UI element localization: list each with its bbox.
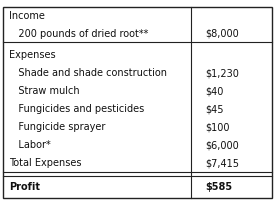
Text: $40: $40 — [205, 86, 223, 96]
Text: Fungicides and pesticides: Fungicides and pesticides — [9, 104, 144, 114]
Text: $1,230: $1,230 — [205, 68, 239, 78]
Text: Profit: Profit — [9, 182, 40, 192]
Text: Shade and shade construction: Shade and shade construction — [9, 68, 167, 78]
Text: Income: Income — [9, 11, 45, 21]
Text: $45: $45 — [205, 104, 223, 114]
Text: $6,000: $6,000 — [205, 140, 239, 150]
Text: Labor*: Labor* — [9, 140, 51, 150]
Text: $8,000: $8,000 — [205, 28, 239, 39]
Text: $585: $585 — [205, 182, 232, 192]
Text: 200 pounds of dried root**: 200 pounds of dried root** — [9, 28, 148, 39]
Bar — [3, 7, 272, 198]
Text: Expenses: Expenses — [9, 50, 56, 60]
Text: Total Expenses: Total Expenses — [9, 158, 81, 168]
Text: Fungicide sprayer: Fungicide sprayer — [9, 122, 105, 132]
Text: Straw mulch: Straw mulch — [9, 86, 79, 96]
Text: $7,415: $7,415 — [205, 158, 239, 168]
Text: $100: $100 — [205, 122, 229, 132]
